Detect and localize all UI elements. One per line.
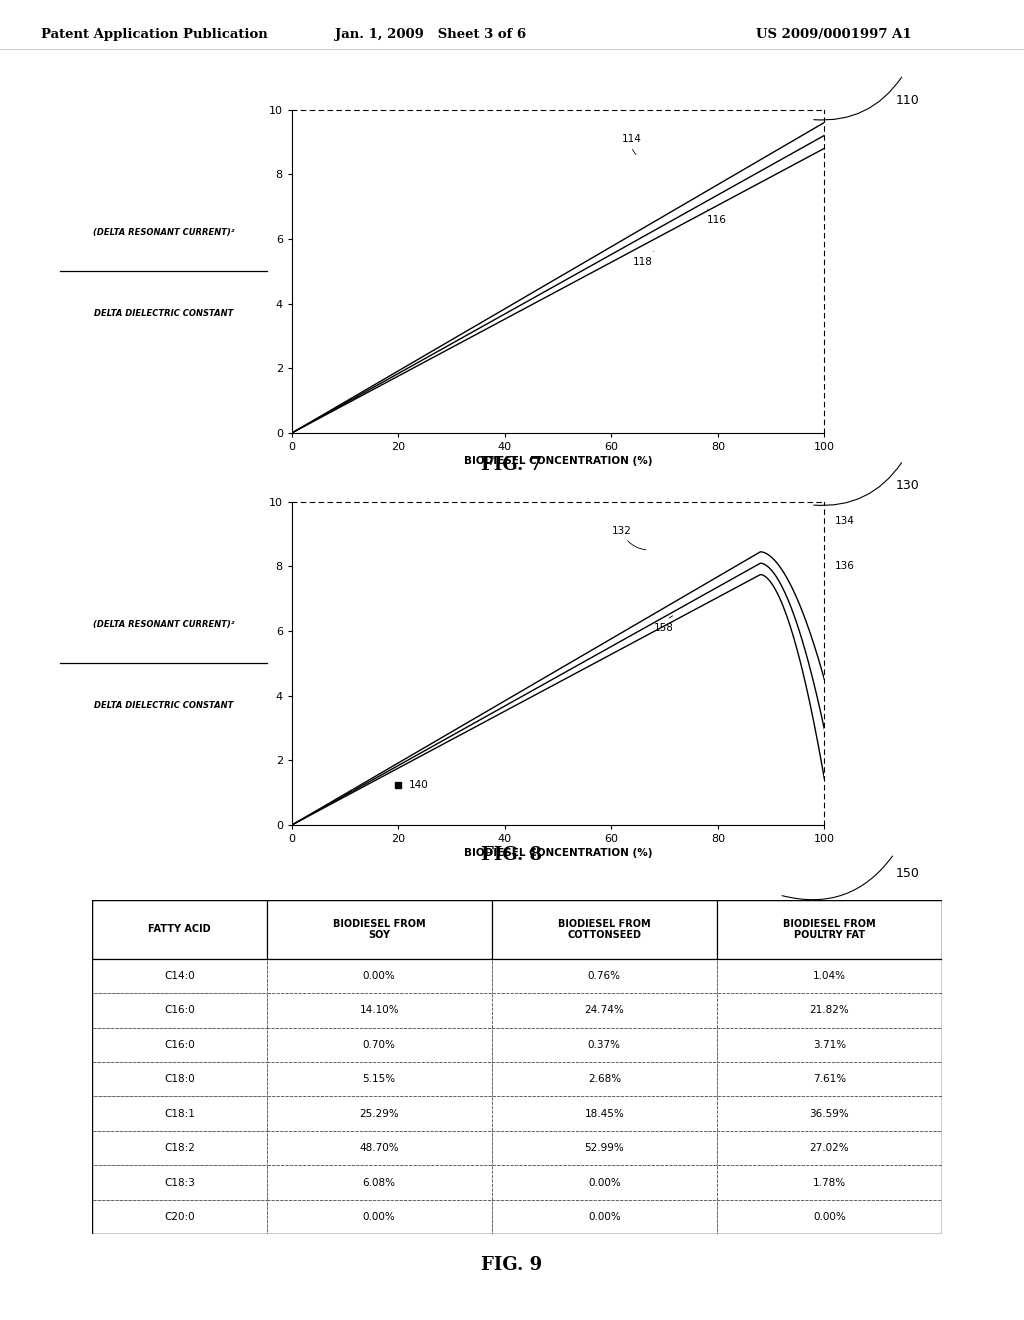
Bar [92, 1166, 266, 1200]
Bar [717, 1166, 942, 1200]
Text: DELTA DIELECTRIC CONSTANT: DELTA DIELECTRIC CONSTANT [94, 701, 233, 710]
Text: 25.29%: 25.29% [359, 1109, 399, 1118]
Text: C18:3: C18:3 [164, 1177, 195, 1188]
X-axis label: BIODIESEL CONCENTRATION (%): BIODIESEL CONCENTRATION (%) [464, 457, 652, 466]
Text: FIG. 8: FIG. 8 [481, 846, 543, 865]
Text: 118: 118 [633, 251, 653, 267]
Bar [266, 1063, 492, 1097]
Text: C18:2: C18:2 [164, 1143, 195, 1154]
Bar [717, 1097, 942, 1131]
Text: 21.82%: 21.82% [810, 1006, 849, 1015]
Bar [266, 1131, 492, 1166]
Text: 134: 134 [835, 516, 854, 525]
Text: 0.00%: 0.00% [362, 1212, 395, 1222]
Text: 48.70%: 48.70% [359, 1143, 399, 1154]
Text: 150: 150 [896, 867, 920, 880]
Text: (DELTA RESONANT CURRENT)²: (DELTA RESONANT CURRENT)² [93, 228, 234, 238]
Text: FIG. 7: FIG. 7 [481, 455, 543, 474]
Text: C20:0: C20:0 [164, 1212, 195, 1222]
Bar [492, 1063, 717, 1097]
Text: C18:1: C18:1 [164, 1109, 195, 1118]
Bar [717, 1063, 942, 1097]
Bar [92, 1200, 266, 1234]
Text: 136: 136 [835, 561, 854, 572]
Bar [717, 1131, 942, 1166]
Text: 0.37%: 0.37% [588, 1040, 621, 1049]
Text: 0.00%: 0.00% [362, 972, 395, 981]
Bar [717, 1027, 942, 1063]
Text: 0.76%: 0.76% [588, 972, 621, 981]
Text: 27.02%: 27.02% [810, 1143, 849, 1154]
Bar [92, 1097, 266, 1131]
Text: FATTY ACID: FATTY ACID [148, 924, 211, 935]
X-axis label: BIODIESEL CONCENTRATION (%): BIODIESEL CONCENTRATION (%) [464, 849, 652, 858]
Text: 36.59%: 36.59% [810, 1109, 849, 1118]
Text: FIG. 9: FIG. 9 [481, 1255, 543, 1274]
Bar [266, 1166, 492, 1200]
Bar [492, 1097, 717, 1131]
Text: C16:0: C16:0 [164, 1006, 195, 1015]
Text: BIODIESEL FROM
SOY: BIODIESEL FROM SOY [333, 919, 426, 940]
Bar [492, 993, 717, 1027]
Bar [492, 1131, 717, 1166]
Text: 2.68%: 2.68% [588, 1074, 621, 1084]
Text: DELTA DIELECTRIC CONSTANT: DELTA DIELECTRIC CONSTANT [94, 309, 233, 318]
Bar [92, 1027, 266, 1063]
Bar [92, 1063, 266, 1097]
Bar [492, 1200, 717, 1234]
Text: Patent Application Publication: Patent Application Publication [41, 28, 267, 41]
Bar [266, 1027, 492, 1063]
Text: BIODIESEL FROM
POULTRY FAT: BIODIESEL FROM POULTRY FAT [783, 919, 876, 940]
Text: 0.00%: 0.00% [588, 1177, 621, 1188]
Text: 114: 114 [622, 133, 642, 154]
Bar [266, 958, 492, 993]
Text: (DELTA RESONANT CURRENT)²: (DELTA RESONANT CURRENT)² [93, 620, 234, 630]
Text: 3.71%: 3.71% [813, 1040, 846, 1049]
Bar [492, 1166, 717, 1200]
Bar [266, 1200, 492, 1234]
Text: 7.61%: 7.61% [813, 1074, 846, 1084]
Text: 5.15%: 5.15% [362, 1074, 396, 1084]
Bar [266, 993, 492, 1027]
Bar [92, 958, 266, 993]
Text: 24.74%: 24.74% [585, 1006, 625, 1015]
Bar [92, 900, 266, 958]
Bar [492, 958, 717, 993]
Bar [717, 993, 942, 1027]
Text: 0.70%: 0.70% [362, 1040, 395, 1049]
Text: C16:0: C16:0 [164, 1040, 195, 1049]
Bar [492, 900, 717, 958]
Text: 132: 132 [611, 525, 646, 550]
Bar [266, 1097, 492, 1131]
Text: 14.10%: 14.10% [359, 1006, 399, 1015]
Bar [92, 993, 266, 1027]
Text: US 2009/0001997 A1: US 2009/0001997 A1 [756, 28, 911, 41]
Text: 130: 130 [896, 479, 920, 492]
Text: 158: 158 [654, 616, 674, 634]
Bar [492, 1027, 717, 1063]
Text: 140: 140 [409, 780, 429, 789]
Bar [92, 1131, 266, 1166]
Text: 116: 116 [708, 210, 727, 224]
Text: 0.00%: 0.00% [813, 1212, 846, 1222]
Bar [717, 900, 942, 958]
Text: 0.00%: 0.00% [588, 1212, 621, 1222]
Text: 1.78%: 1.78% [813, 1177, 846, 1188]
Text: 18.45%: 18.45% [585, 1109, 625, 1118]
Text: 110: 110 [896, 94, 920, 107]
Text: C14:0: C14:0 [164, 972, 195, 981]
Bar [717, 958, 942, 993]
Text: Jan. 1, 2009   Sheet 3 of 6: Jan. 1, 2009 Sheet 3 of 6 [335, 28, 525, 41]
Text: BIODIESEL FROM
COTTONSEED: BIODIESEL FROM COTTONSEED [558, 919, 650, 940]
Text: 6.08%: 6.08% [362, 1177, 395, 1188]
Text: C18:0: C18:0 [164, 1074, 195, 1084]
Text: 1.04%: 1.04% [813, 972, 846, 981]
Text: 52.99%: 52.99% [585, 1143, 625, 1154]
Bar [266, 900, 492, 958]
Bar [717, 1200, 942, 1234]
